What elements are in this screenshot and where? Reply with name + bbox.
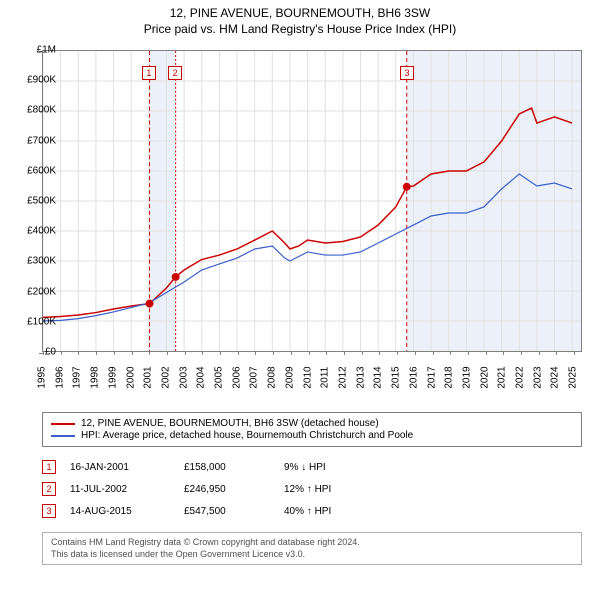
x-tick-label: 2025 [568,363,579,393]
y-tick-label: £200K [16,286,56,297]
legend-row: HPI: Average price, detached house, Bour… [51,430,573,441]
chart-plot-area [42,50,582,352]
events-table: 1 16-JAN-2001 £158,000 9% ↓ HPI 2 11-JUL-2002… [42,456,582,522]
chart-title: 12, PINE AVENUE, BOURNEMOUTH, BH6 3SW [0,6,600,20]
x-tick-label: 2013 [355,363,366,393]
y-tick-label: £1M [16,45,56,56]
event-marker: 1 [42,460,56,474]
x-tick-label: 2004 [196,363,207,393]
event-diff: 12% ↑ HPI [284,484,384,495]
x-tick-label: 2009 [284,363,295,393]
event-marker: 3 [42,504,56,518]
event-diff: 40% ↑ HPI [284,506,384,517]
x-tick-label: 2010 [302,363,313,393]
x-tick-label: 1995 [37,363,48,393]
x-tick-label: 2016 [408,363,419,393]
y-tick-label: £500K [16,196,56,207]
y-tick-label: £800K [16,105,56,116]
chart-subtitle: Price paid vs. HM Land Registry's House … [0,22,600,36]
event-date: 16-JAN-2001 [70,462,170,473]
x-tick-label: 2014 [373,363,384,393]
x-tick-label: 2003 [178,363,189,393]
x-tick-label: 2017 [426,363,437,393]
x-tick-label: 2022 [515,363,526,393]
event-marker: 2 [42,482,56,496]
event-price: £246,950 [184,484,270,495]
x-tick-label: 2020 [479,363,490,393]
event-price: £158,000 [184,462,270,473]
x-tick-label: 2002 [160,363,171,393]
chart-marker-2: 2 [168,66,182,80]
legend-swatch [51,423,75,425]
x-tick-label: 2021 [497,363,508,393]
footer-line2: This data is licensed under the Open Gov… [51,549,573,561]
x-tick-label: 1996 [54,363,65,393]
x-tick-label: 2006 [231,363,242,393]
x-tick-label: 1998 [90,363,101,393]
y-tick-label: £0 [16,347,56,358]
y-tick-label: £900K [16,75,56,86]
legend-label: 12, PINE AVENUE, BOURNEMOUTH, BH6 3SW (d… [81,418,379,429]
x-tick-label: 2008 [267,363,278,393]
event-date: 11-JUL-2002 [70,484,170,495]
footer-line1: Contains HM Land Registry data © Crown c… [51,537,573,549]
y-tick-label: £300K [16,256,56,267]
x-tick-label: 1999 [107,363,118,393]
event-price: £547,500 [184,506,270,517]
x-tick-label: 2012 [337,363,348,393]
y-tick-label: £600K [16,165,56,176]
x-tick-label: 2011 [320,363,331,393]
y-tick-label: £100K [16,316,56,327]
y-tick-label: £700K [16,135,56,146]
event-row: 2 11-JUL-2002 £246,950 12% ↑ HPI [42,478,582,500]
x-tick-label: 2001 [143,363,154,393]
x-tick-label: 2019 [461,363,472,393]
event-row: 3 14-AUG-2015 £547,500 40% ↑ HPI [42,500,582,522]
x-tick-label: 2007 [249,363,260,393]
event-date: 14-AUG-2015 [70,506,170,517]
legend-row: 12, PINE AVENUE, BOURNEMOUTH, BH6 3SW (d… [51,418,573,429]
x-tick-label: 1997 [72,363,83,393]
chart-svg [43,51,581,351]
footer-attribution: Contains HM Land Registry data © Crown c… [42,532,582,565]
x-tick-label: 2015 [391,363,402,393]
x-tick-label: 2024 [550,363,561,393]
legend: 12, PINE AVENUE, BOURNEMOUTH, BH6 3SW (d… [42,412,582,447]
legend-swatch [51,435,75,437]
chart-marker-1: 1 [142,66,156,80]
x-tick-label: 2000 [125,363,136,393]
chart-marker-3: 3 [400,66,414,80]
event-row: 1 16-JAN-2001 £158,000 9% ↓ HPI [42,456,582,478]
x-tick-label: 2018 [444,363,455,393]
x-tick-label: 2005 [214,363,225,393]
y-tick-label: £400K [16,226,56,237]
event-diff: 9% ↓ HPI [284,462,384,473]
x-tick-label: 2023 [532,363,543,393]
legend-label: HPI: Average price, detached house, Bour… [81,430,413,441]
